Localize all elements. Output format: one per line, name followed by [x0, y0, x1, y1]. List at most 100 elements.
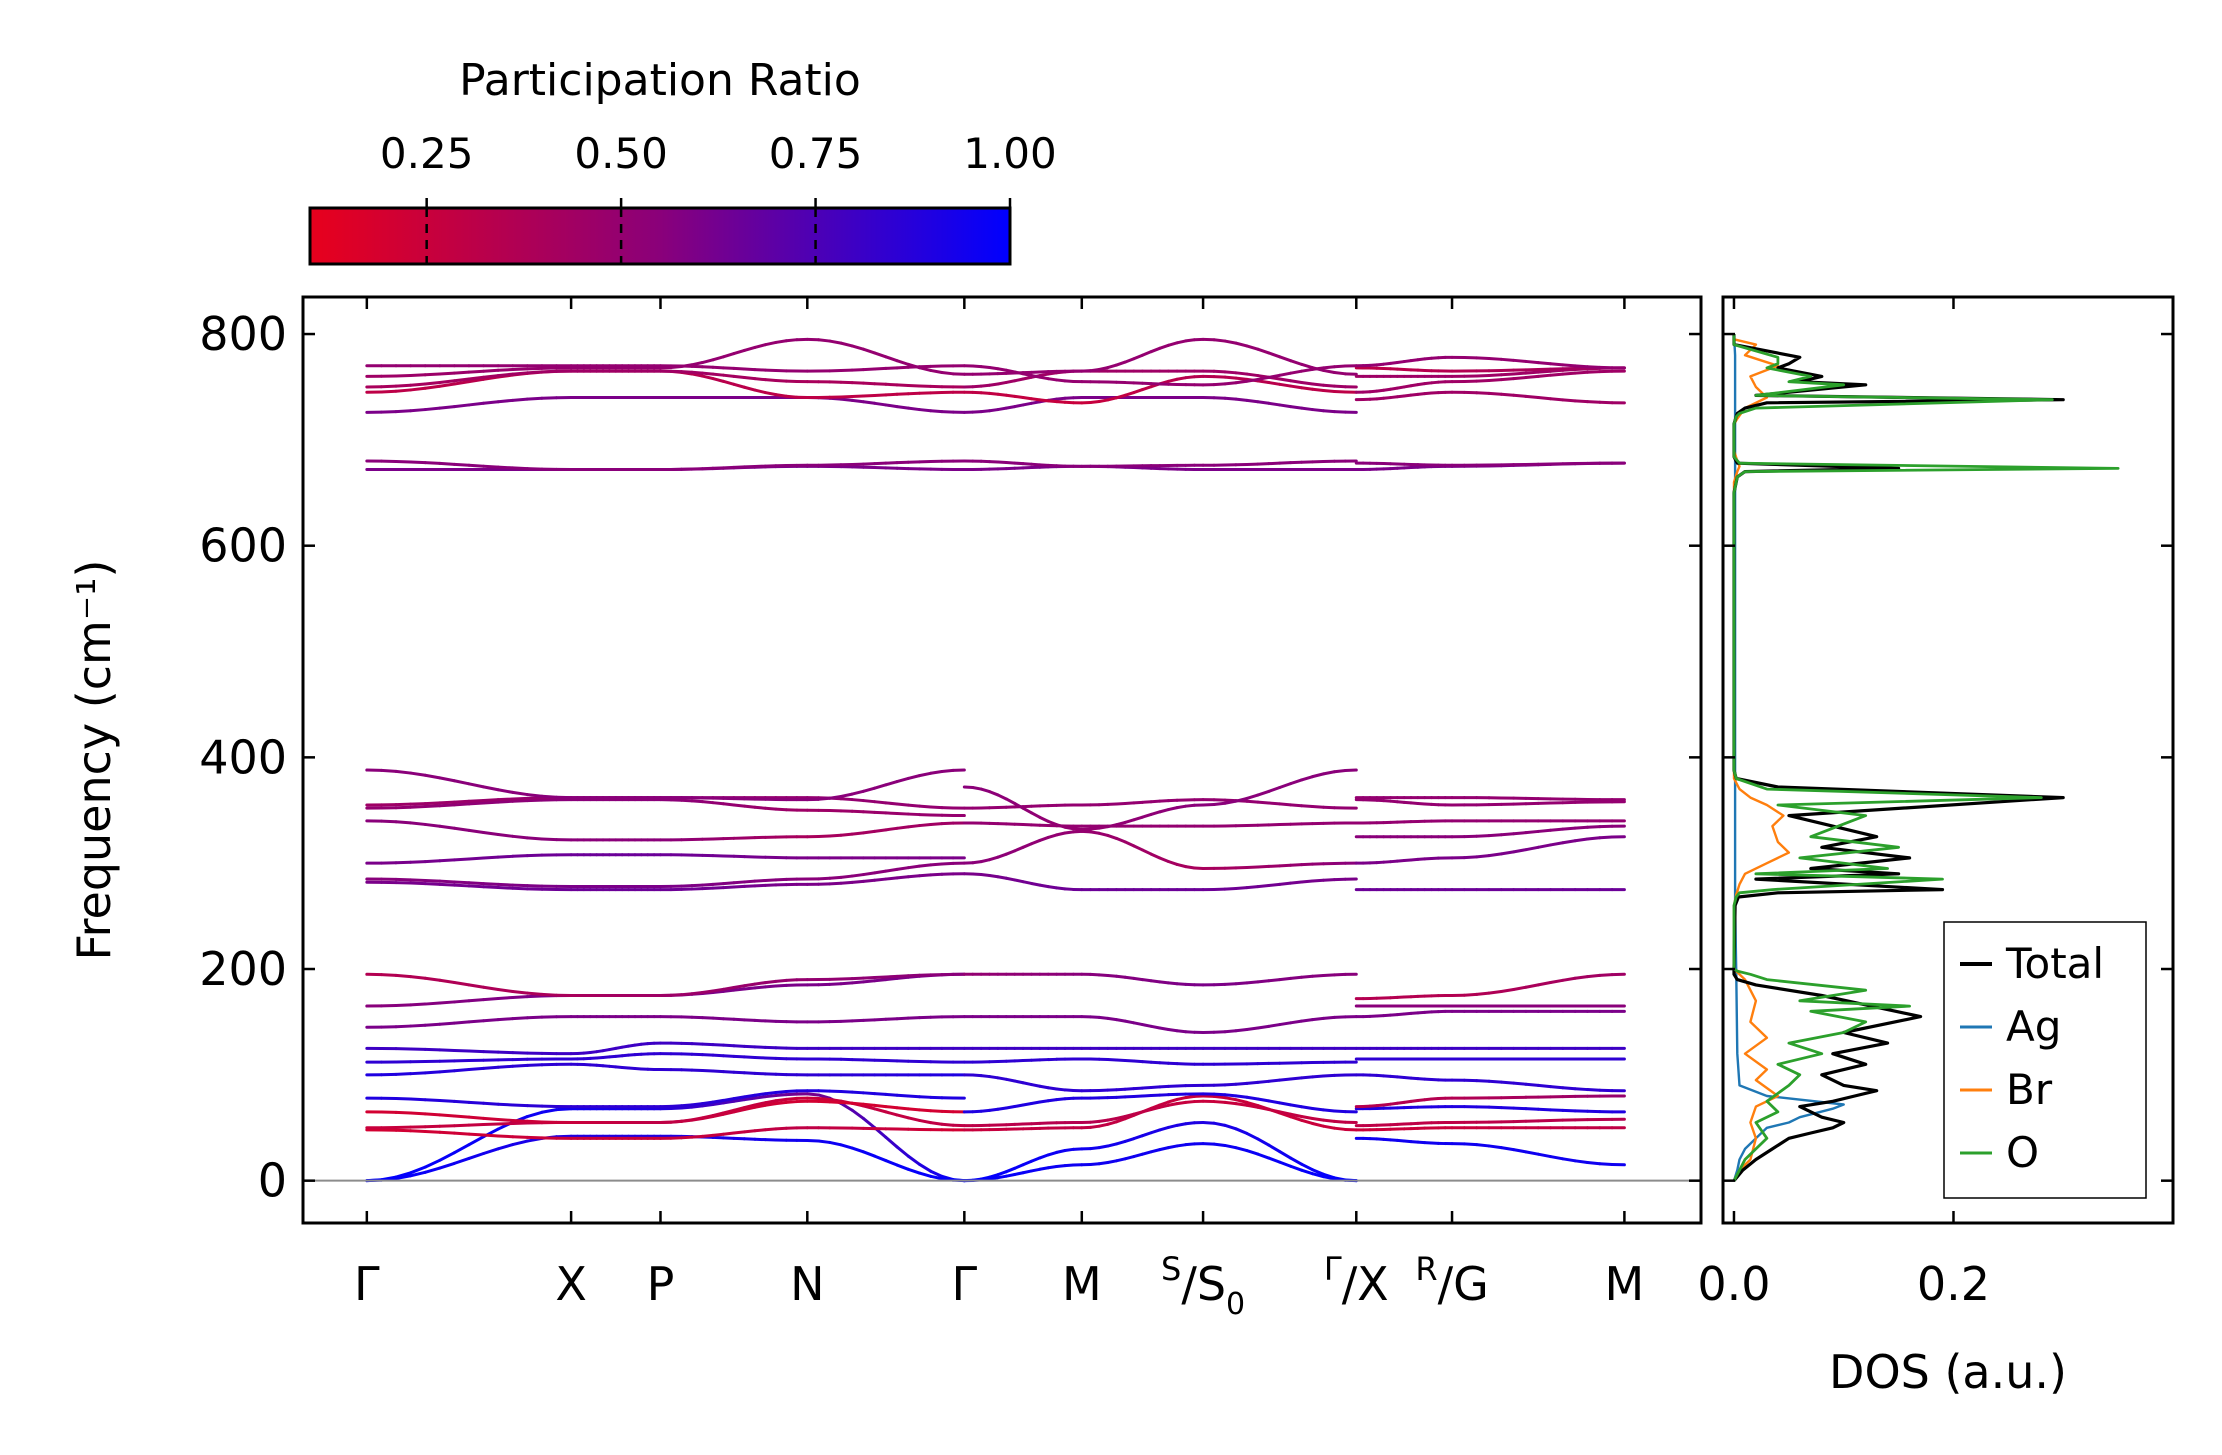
- band-segment: [917, 863, 933, 868]
- band-segment: [1234, 1127, 1249, 1135]
- band-segment: [940, 1122, 955, 1127]
- band-segment: [423, 406, 442, 412]
- band-segment: [452, 380, 471, 386]
- band-segment: [1256, 800, 1271, 805]
- band-segment: [1512, 848, 1528, 854]
- band-segment: [409, 1097, 427, 1102]
- band-segment: [753, 1092, 767, 1097]
- band-segment: [379, 973, 398, 977]
- band-segment: [1561, 1086, 1577, 1091]
- band-segment: [861, 393, 877, 398]
- band-segment: [929, 872, 944, 877]
- band-segment: [1332, 768, 1347, 774]
- band-segment: [929, 1174, 944, 1181]
- band-segment: [482, 1065, 500, 1070]
- band-segment: [438, 800, 456, 805]
- band-segment: [839, 880, 854, 885]
- band-segment: [496, 854, 515, 859]
- band-segment: [423, 1070, 442, 1075]
- band-segment: [906, 406, 921, 412]
- band-segment: [906, 803, 921, 808]
- band-segment: [873, 393, 888, 397]
- band-segment: [1245, 1149, 1260, 1156]
- band-segment: [1212, 1121, 1227, 1127]
- band-segment: [394, 373, 413, 378]
- band-segment: [482, 400, 500, 405]
- band-segment: [861, 1150, 877, 1158]
- band-segment: [732, 1070, 746, 1075]
- band-segment: [669, 1106, 683, 1111]
- band-segment: [753, 377, 767, 382]
- band-segment: [511, 1139, 529, 1147]
- band-segment: [1267, 864, 1282, 868]
- band-segment: [700, 374, 715, 381]
- band-segment: [438, 776, 456, 783]
- band-segment: [423, 859, 442, 864]
- band-segment: [742, 982, 757, 988]
- band-segment: [1561, 839, 1577, 845]
- band-segment: [884, 382, 899, 387]
- band-segment: [784, 394, 799, 399]
- band-segment: [482, 375, 500, 381]
- band-segment: [1021, 1159, 1033, 1167]
- band-segment: [700, 371, 715, 376]
- y-tick-label: 200: [199, 942, 287, 996]
- band-segment: [732, 1017, 746, 1022]
- band-segment: [438, 978, 456, 985]
- band-segment: [1267, 786, 1282, 793]
- dos-line-ag: [1732, 333, 1845, 1182]
- band-segment: [1524, 1082, 1540, 1087]
- band-segment: [917, 822, 933, 828]
- band-segment: [1289, 778, 1304, 786]
- phonon-band: [962, 1057, 1358, 1066]
- band-segment: [763, 1102, 778, 1107]
- band-segment: [1499, 372, 1516, 377]
- band-segment: [1132, 388, 1144, 395]
- band-segment: [884, 1110, 899, 1117]
- colorbar-tick-label: 0.75: [769, 129, 863, 178]
- band-segment: [732, 1130, 746, 1135]
- band-segment: [496, 1117, 515, 1122]
- band-segment: [850, 1090, 865, 1095]
- band-segment: [906, 1116, 921, 1122]
- band-segment: [1114, 836, 1127, 844]
- band-segment: [511, 834, 529, 840]
- band-segment: [873, 1154, 888, 1163]
- band-segment: [1223, 982, 1238, 986]
- band-segment: [1267, 1156, 1282, 1164]
- band-segment: [1332, 1015, 1347, 1019]
- band-segment: [1114, 393, 1127, 400]
- band-segment: [1311, 973, 1325, 978]
- band-segment: [873, 869, 888, 875]
- band-segment: [850, 398, 865, 404]
- band-segment: [496, 987, 515, 993]
- band-segment: [423, 1158, 442, 1169]
- band-segment: [1487, 1079, 1503, 1084]
- band-segment: [679, 1103, 694, 1108]
- band-segment: [525, 793, 544, 798]
- band-segment: [1256, 1152, 1271, 1160]
- band-segment: [1321, 770, 1336, 776]
- legend-label: Total: [2005, 939, 2104, 988]
- band-segment: [1245, 1026, 1260, 1032]
- band-segment: [700, 1042, 715, 1047]
- band-segment: [438, 803, 456, 808]
- band-segment: [1256, 379, 1271, 385]
- band-segment: [1487, 833, 1503, 838]
- band-segment: [721, 885, 736, 890]
- band-segment: [1300, 879, 1315, 884]
- band-segment: [1499, 1146, 1516, 1152]
- band-segment: [496, 833, 515, 838]
- band-segment: [1524, 829, 1540, 835]
- phonon-band: [365, 459, 966, 472]
- band-segment: [884, 392, 899, 397]
- band-segment: [452, 1131, 471, 1136]
- band-segment: [1123, 391, 1136, 397]
- phonon-band: [962, 821, 1358, 828]
- legend-label: Ag: [2006, 1002, 2061, 1051]
- phonon-band: [1354, 1136, 1626, 1167]
- band-segment: [467, 1019, 486, 1024]
- band-segment: [452, 826, 471, 832]
- band-segment: [895, 975, 910, 980]
- band-segment: [895, 802, 910, 807]
